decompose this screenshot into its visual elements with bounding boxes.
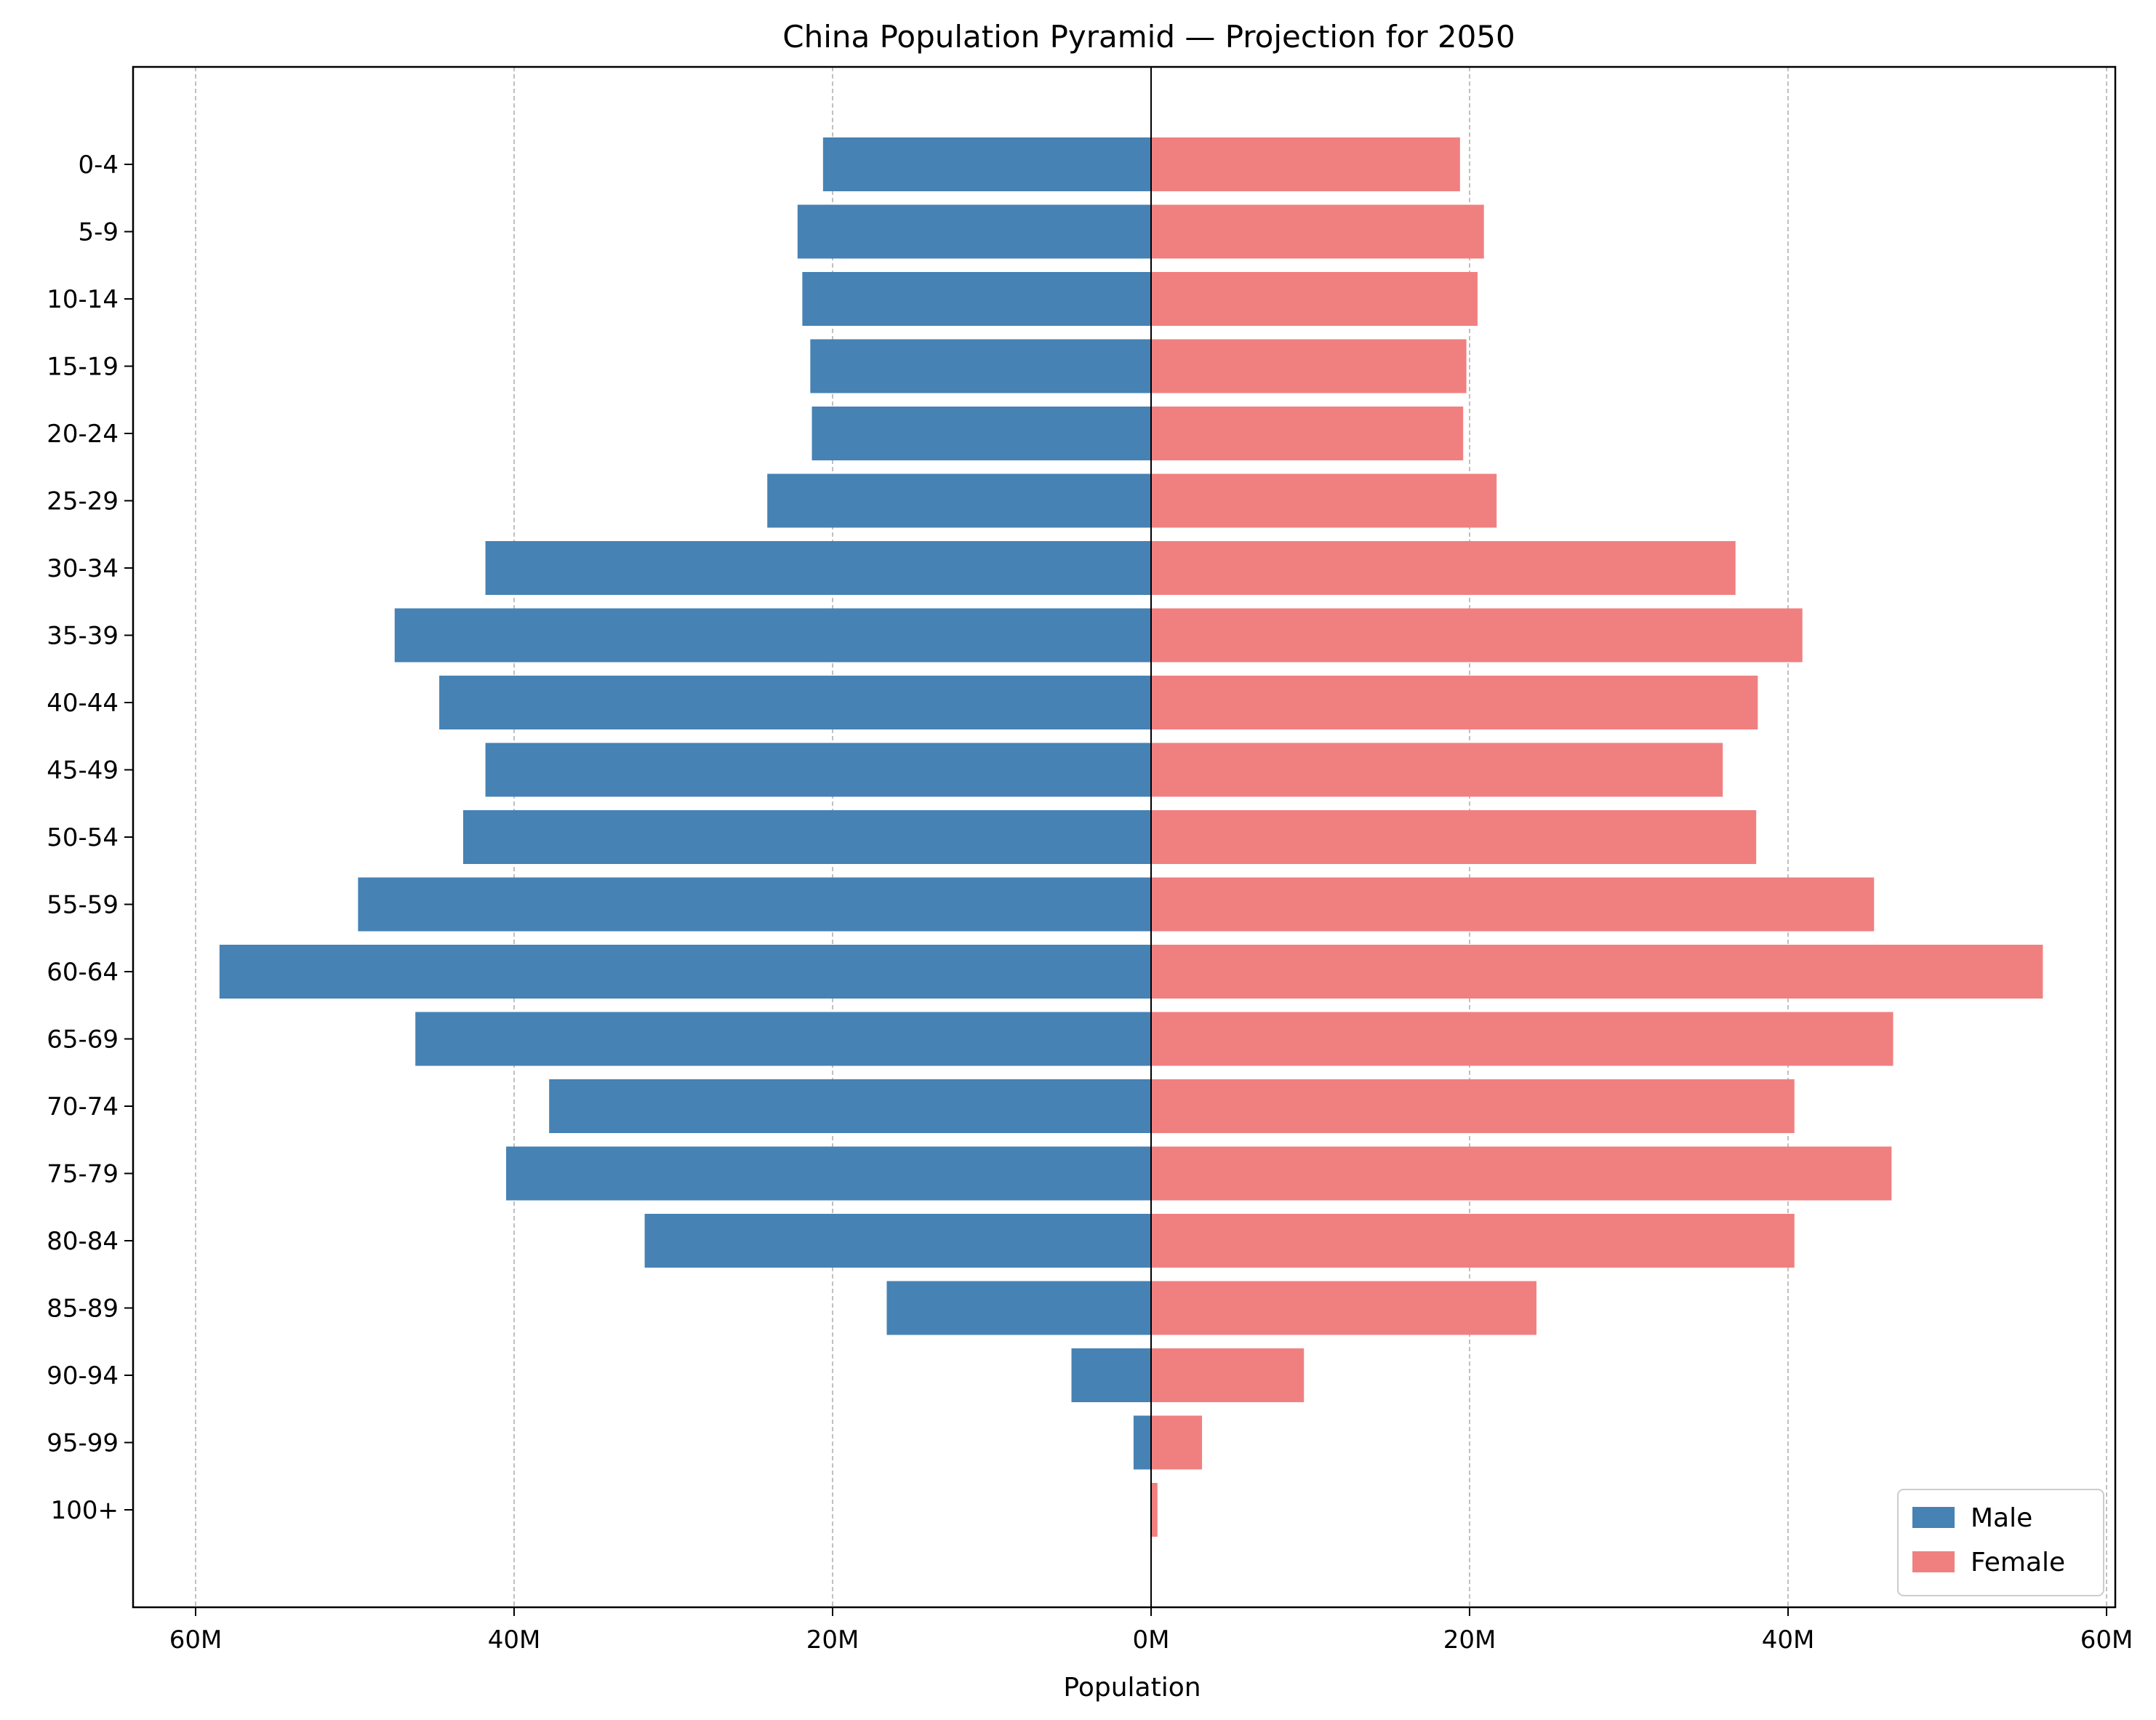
bar-female-5-9 [1151, 204, 1484, 259]
y-tick-label: 70-74 [47, 1092, 119, 1121]
legend-swatch-male [1912, 1507, 1955, 1528]
bar-male-90-94 [1071, 1348, 1151, 1402]
bar-female-20-24 [1151, 407, 1464, 460]
bar-female-85-89 [1151, 1281, 1536, 1335]
bar-female-90-94 [1151, 1348, 1305, 1402]
bar-female-40-44 [1151, 676, 1758, 729]
y-tick-label: 65-69 [47, 1025, 119, 1055]
legend: Male Female [1897, 1489, 2104, 1596]
bar-male-55-59 [358, 877, 1151, 932]
y-tick-label: 25-29 [47, 487, 119, 516]
x-axis-ticks: 60M 40M 20M 0M 20M 40M 60M [169, 1607, 2133, 1655]
bar-male-35-39 [394, 608, 1151, 663]
bar-male-20-24 [811, 407, 1151, 460]
bar-male-0-4 [822, 137, 1151, 191]
legend-swatch-female [1912, 1551, 1955, 1572]
bar-female-100+ [1151, 1483, 1158, 1537]
bar-male-40-44 [439, 676, 1151, 729]
x-tick-label: 40M [488, 1625, 541, 1655]
bar-female-50-54 [1151, 810, 1757, 864]
y-tick-label: 40-44 [47, 689, 119, 718]
bar-female-15-19 [1151, 339, 1467, 393]
x-tick-label: 20M [806, 1625, 859, 1655]
y-tick-label: 45-49 [47, 756, 119, 785]
chart-title: China Population Pyramid — Projection fo… [782, 19, 1515, 55]
y-tick-label: 95-99 [47, 1429, 119, 1458]
bar-female-25-29 [1151, 473, 1497, 528]
y-tick-label: 35-39 [47, 622, 119, 651]
bar-female-35-39 [1151, 608, 1803, 663]
bar-male-80-84 [644, 1214, 1151, 1268]
x-axis-label: Population [1063, 1673, 1201, 1703]
bar-male-50-54 [462, 810, 1151, 864]
y-tick-label: 55-59 [47, 891, 119, 920]
bar-female-45-49 [1151, 743, 1723, 797]
x-tick-label: 0M [1133, 1625, 1170, 1655]
bar-male-85-89 [886, 1281, 1151, 1335]
bars [219, 137, 2043, 1537]
x-tick-label: 20M [1443, 1625, 1496, 1655]
x-tick-label: 40M [1762, 1625, 1815, 1655]
y-axis-ticks: 0-4 5-9 10-14 15-19 20-24 25-29 30-34 35-39 40-4… [47, 151, 133, 1525]
y-tick-label: 50-54 [47, 823, 119, 852]
x-tick-label: 60M [169, 1625, 223, 1655]
y-tick-label: 75-79 [47, 1160, 119, 1189]
y-tick-label: 90-94 [47, 1361, 119, 1391]
y-tick-label: 60-64 [47, 958, 119, 987]
y-tick-label: 5-9 [78, 218, 119, 247]
y-tick-label: 80-84 [47, 1227, 119, 1256]
bar-male-25-29 [767, 473, 1151, 528]
bar-female-75-79 [1151, 1146, 1892, 1201]
y-tick-label: 10-14 [47, 285, 119, 314]
bar-male-75-79 [506, 1146, 1151, 1201]
legend-label-male: Male [1971, 1503, 2032, 1533]
y-tick-label: 30-34 [47, 554, 119, 583]
y-tick-label: 85-89 [47, 1295, 119, 1324]
y-tick-label: 15-19 [47, 353, 119, 382]
y-tick-label: 100+ [51, 1496, 119, 1525]
bar-female-95-99 [1151, 1415, 1203, 1470]
bar-male-45-49 [485, 743, 1151, 797]
bar-male-65-69 [415, 1012, 1151, 1066]
bar-male-70-74 [549, 1079, 1151, 1133]
bar-female-65-69 [1151, 1012, 1893, 1066]
bar-male-30-34 [485, 541, 1151, 595]
bar-female-60-64 [1151, 945, 2043, 999]
bar-female-0-4 [1151, 137, 1460, 191]
bar-male-60-64 [219, 945, 1152, 999]
y-tick-label: 0-4 [78, 151, 119, 180]
bar-male-10-14 [802, 272, 1151, 326]
bar-female-70-74 [1151, 1079, 1795, 1133]
legend-label-female: Female [1971, 1548, 2065, 1577]
bar-male-5-9 [797, 204, 1151, 259]
y-tick-label: 20-24 [47, 420, 119, 449]
bar-male-95-99 [1133, 1415, 1151, 1470]
bar-male-15-19 [810, 339, 1151, 393]
bar-female-10-14 [1151, 272, 1478, 326]
bar-female-55-59 [1151, 877, 1875, 932]
bar-female-30-34 [1151, 541, 1736, 595]
bar-female-80-84 [1151, 1214, 1795, 1268]
x-tick-label: 60M [2080, 1625, 2133, 1655]
